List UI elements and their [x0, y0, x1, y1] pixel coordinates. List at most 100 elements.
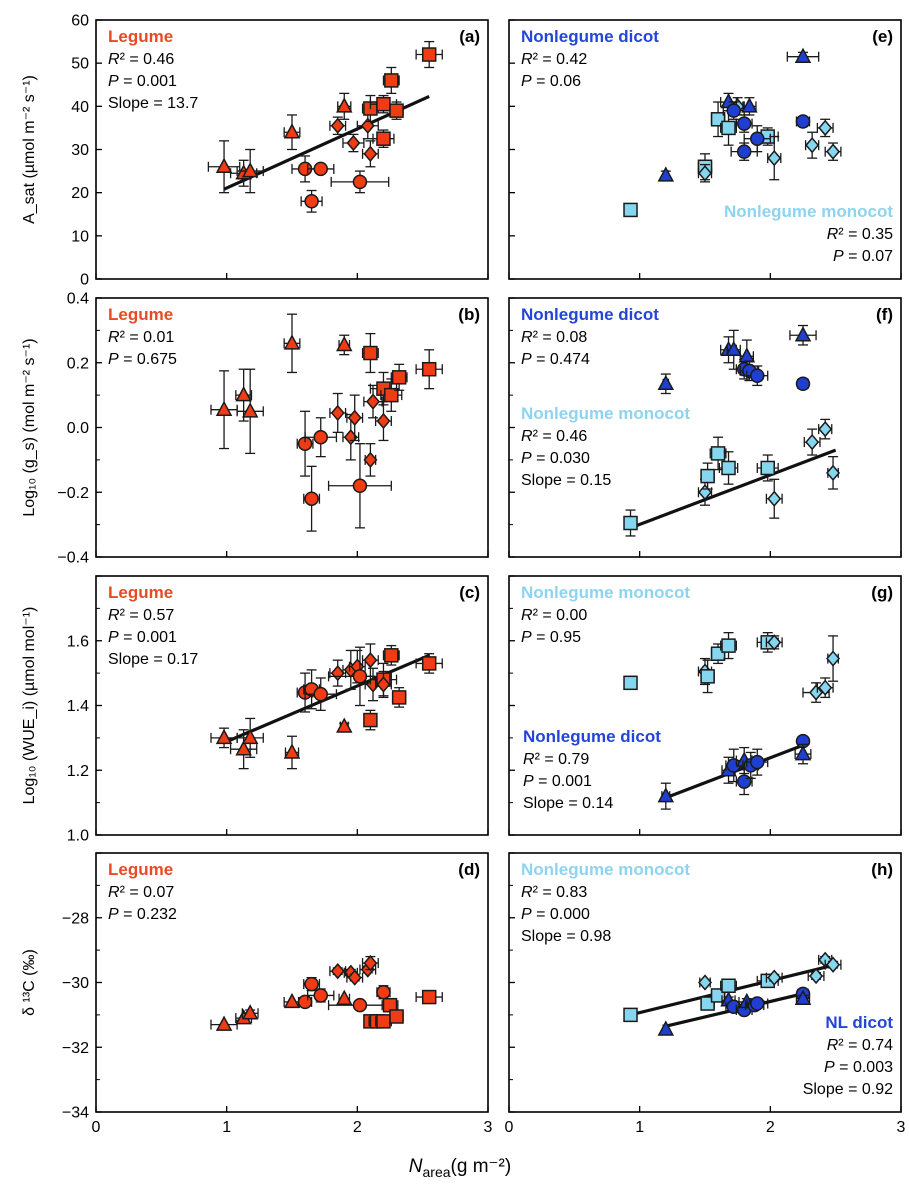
x-tick-label: 3 [897, 1119, 906, 1136]
stats-annotation: Nonlegume monocot R² = 0.46 P = 0.030 Slope… [521, 404, 690, 489]
data-point-circle [736, 116, 752, 131]
data-point-square [421, 47, 437, 62]
data-point-triangle [738, 347, 756, 363]
data-point-triangle [794, 744, 812, 761]
data-point-circle [352, 174, 368, 190]
data-point-square [721, 978, 736, 993]
y-axis-label: Log₁₀ (WUE_i) (µmol mol⁻¹) [21, 607, 38, 805]
data-point-diamond [818, 119, 833, 137]
series-nl-monocot [623, 632, 841, 703]
data-point-circle [795, 114, 811, 129]
data-point-diamond [818, 420, 833, 438]
stat-line: P = 0.232 [108, 906, 177, 923]
data-point-diamond [366, 393, 381, 410]
series-legume [210, 954, 443, 1031]
y-tick-label: 0.0 [67, 420, 89, 437]
group-label: Legume [108, 305, 173, 324]
y-tick-label: 1.0 [67, 828, 89, 845]
stat-line: R² = 0.74 [827, 1037, 893, 1054]
data-point-triangle [241, 728, 259, 745]
data-point-triangle [283, 992, 301, 1009]
stat-line: P = 0.001 [523, 773, 592, 790]
y-tick-label: 1.6 [67, 633, 89, 650]
group-label: Nonlegume monocot [724, 202, 893, 221]
data-point-circle [750, 368, 765, 383]
group-label: Nonlegume monocot [521, 860, 690, 879]
stat-line: P = 0.95 [521, 629, 581, 646]
group-label: Nonlegume monocot [521, 583, 690, 602]
y-tick-label: 0.4 [67, 291, 89, 308]
data-point-diamond [826, 650, 841, 667]
panel-b: −0.4 −0.2 0.0 0.2 0.4 (b) Log₁₀ (g_s) (mol m⁻²… [21, 291, 489, 567]
data-point-triangle [741, 97, 758, 113]
data-point-square [721, 120, 736, 136]
data-point-circle [304, 194, 319, 209]
data-point-circle [750, 996, 765, 1011]
stat-line: R² = 0.00 [521, 607, 587, 624]
data-point-square [363, 712, 378, 728]
x-tick-label: 3 [484, 1119, 493, 1136]
stats-annotation: Nonlegume monocot R² = 0.00 P = 0.95 [521, 583, 690, 646]
data-point-square [376, 96, 391, 112]
series-nl-dicot [657, 324, 817, 395]
data-point-circle [313, 686, 328, 702]
y-tick-label: 50 [71, 56, 89, 73]
series-nl-dicot [657, 986, 812, 1036]
stat-line: R² = 0.07 [108, 884, 174, 901]
stat-line: R² = 0.01 [108, 329, 174, 346]
stats-annotation: NL dicot R² = 0.74 P = 0.003 Slope = 0.92 [803, 1013, 894, 1098]
data-point-triangle [794, 326, 812, 342]
data-point-circle [313, 429, 328, 445]
y-tick-label: 30 [71, 142, 89, 159]
data-point-triangle [657, 1020, 675, 1036]
stat-line: R² = 0.46 [521, 428, 587, 445]
x-axis-label-unit: (g m⁻²) [451, 1156, 512, 1177]
data-point-circle [304, 976, 319, 992]
panel-letter: (f) [876, 305, 893, 324]
data-point-circle [313, 161, 328, 177]
series-nl-monocot [623, 97, 842, 218]
data-point-triangle [794, 989, 812, 1005]
stats-annotation: Legume R² = 0.57 P = 0.001 Slope = 0.17 [108, 583, 198, 668]
data-point-diamond [330, 404, 345, 422]
data-point-diamond [826, 143, 841, 160]
data-point-square [623, 515, 638, 531]
data-point-square [384, 648, 399, 663]
y-tick-label: 1.2 [67, 763, 89, 780]
stats-annotation: Nonlegume dicot R² = 0.79 P = 0.001 Slope =… [523, 727, 661, 812]
group-label: Legume [108, 583, 173, 602]
data-point-triangle [657, 166, 675, 182]
x-axis-label-subscript: area [423, 1164, 451, 1180]
x-tick-label: 2 [766, 1119, 775, 1136]
fit-line [223, 653, 430, 745]
series-nl-dicot [657, 47, 820, 182]
data-point-diamond [698, 974, 712, 991]
data-point-triangle [657, 374, 675, 391]
data-point-triangle [235, 386, 252, 402]
y-tick-label: 0 [80, 272, 89, 289]
data-point-square [421, 361, 437, 377]
x-tick-label: 2 [353, 1119, 362, 1136]
y-axis-label: Log₁₀ (g_s) (mol m⁻² s⁻¹) [21, 338, 38, 516]
panel-letter: (a) [459, 27, 480, 46]
data-point-diamond [363, 451, 378, 469]
data-point-triangle [283, 743, 301, 759]
data-point-diamond [363, 145, 378, 162]
stat-line: R² = 0.42 [521, 51, 587, 68]
data-point-square [623, 675, 638, 691]
stat-line: P = 0.07 [833, 248, 893, 265]
group-label: Nonlegume dicot [521, 305, 659, 324]
fit-line [629, 448, 837, 530]
data-point-triangle [215, 1015, 233, 1031]
data-point-diamond [805, 433, 820, 451]
y-tick-label: 20 [71, 185, 89, 202]
stat-line: P = 0.001 [108, 629, 177, 646]
data-point-circle [726, 103, 741, 118]
stat-line: R² = 0.79 [523, 751, 589, 768]
stat-line: P = 0.06 [521, 73, 581, 90]
series-nl-dicot [657, 733, 812, 810]
x-tick-label: 1 [222, 1119, 231, 1136]
panel-h: 0 1 2 3 (h) Nonlegume monocot R² = 0.83 P = 0.0… [505, 852, 906, 1136]
